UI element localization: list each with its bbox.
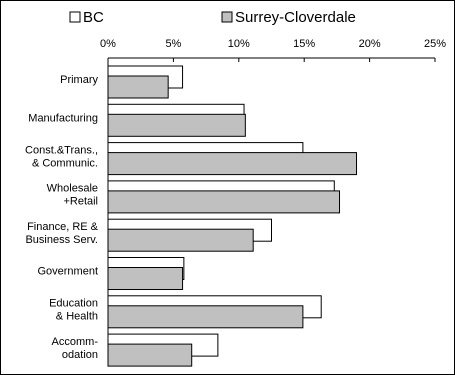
- category-label-line: & Communic.: [32, 157, 98, 169]
- category-label-line: Wholesale: [47, 183, 98, 195]
- category-label: Primary: [60, 74, 98, 86]
- x-tick-label: 0%: [100, 38, 116, 50]
- x-tick-label: 15%: [293, 38, 315, 50]
- category-label-line: Primary: [60, 74, 98, 86]
- legend-surrey-cloverdale-label: Surrey-Cloverdale: [235, 9, 356, 26]
- bar-surrey-cloverdale: [107, 152, 358, 176]
- category-label-line: +Retail: [63, 196, 98, 208]
- category-label: Education & Health: [49, 297, 98, 322]
- legend-surrey-cloverdale-swatch: [221, 11, 233, 23]
- category-label: Manufacturing: [28, 112, 98, 124]
- category-label-line: Manufacturing: [28, 112, 98, 124]
- bars: [107, 65, 358, 367]
- x-tick-label: 5%: [165, 38, 181, 50]
- legend: BC Surrey-Cloverdale: [69, 9, 356, 26]
- bar-surrey-cloverdale: [107, 75, 169, 99]
- category-label-line: Accomm-: [52, 336, 99, 348]
- category-label: Finance, RE & Business Serv.: [25, 221, 98, 246]
- bar-surrey-cloverdale: [107, 343, 193, 367]
- legend-bc-label: BC: [83, 9, 104, 26]
- category-label-line: Business Serv.: [25, 234, 98, 246]
- x-tick-label: 25%: [424, 38, 446, 50]
- bar-surrey-cloverdale: [107, 190, 341, 214]
- category-label: Accomm-odation: [52, 336, 99, 361]
- category-label: Wholesale +Retail: [47, 183, 98, 208]
- category-label-line: Education: [49, 297, 98, 309]
- category-label-line: Finance, RE &: [27, 221, 99, 233]
- category-labels: Primary Manufacturing Const.&Trans., & Comm…: [25, 74, 99, 361]
- legend-bc-swatch: [69, 11, 81, 23]
- x-tick-label: 20%: [359, 38, 381, 50]
- category-label: Government: [37, 266, 98, 278]
- category-label-line: Const.&Trans.,: [25, 144, 98, 156]
- bar-surrey-cloverdale: [107, 228, 254, 252]
- category-label-line: & Health: [56, 310, 98, 322]
- category-label: Const.&Trans., & Communic.: [25, 144, 98, 169]
- category-label-line: Government: [37, 266, 98, 278]
- category-label-line: odation: [62, 349, 98, 361]
- x-tick-label: 10%: [228, 38, 250, 50]
- bar-surrey-cloverdale: [107, 267, 184, 290]
- bar-surrey-cloverdale: [107, 305, 304, 329]
- bar-surrey-cloverdale: [107, 113, 246, 137]
